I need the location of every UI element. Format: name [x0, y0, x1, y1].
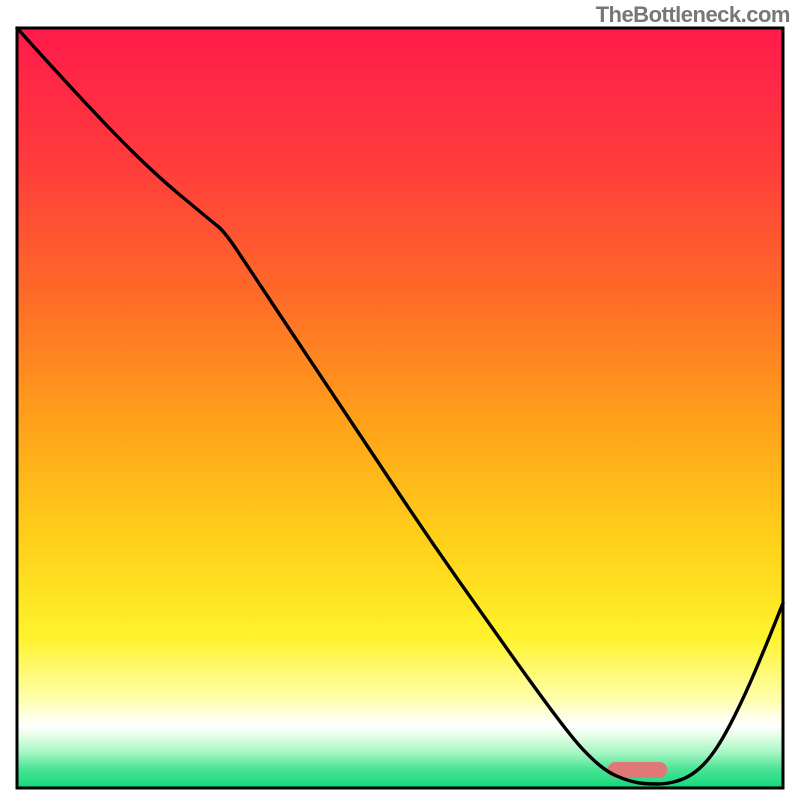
chart-svg — [0, 0, 800, 800]
chart-container: TheBottleneck.com — [0, 0, 800, 800]
plot-gradient-bg — [17, 28, 783, 788]
